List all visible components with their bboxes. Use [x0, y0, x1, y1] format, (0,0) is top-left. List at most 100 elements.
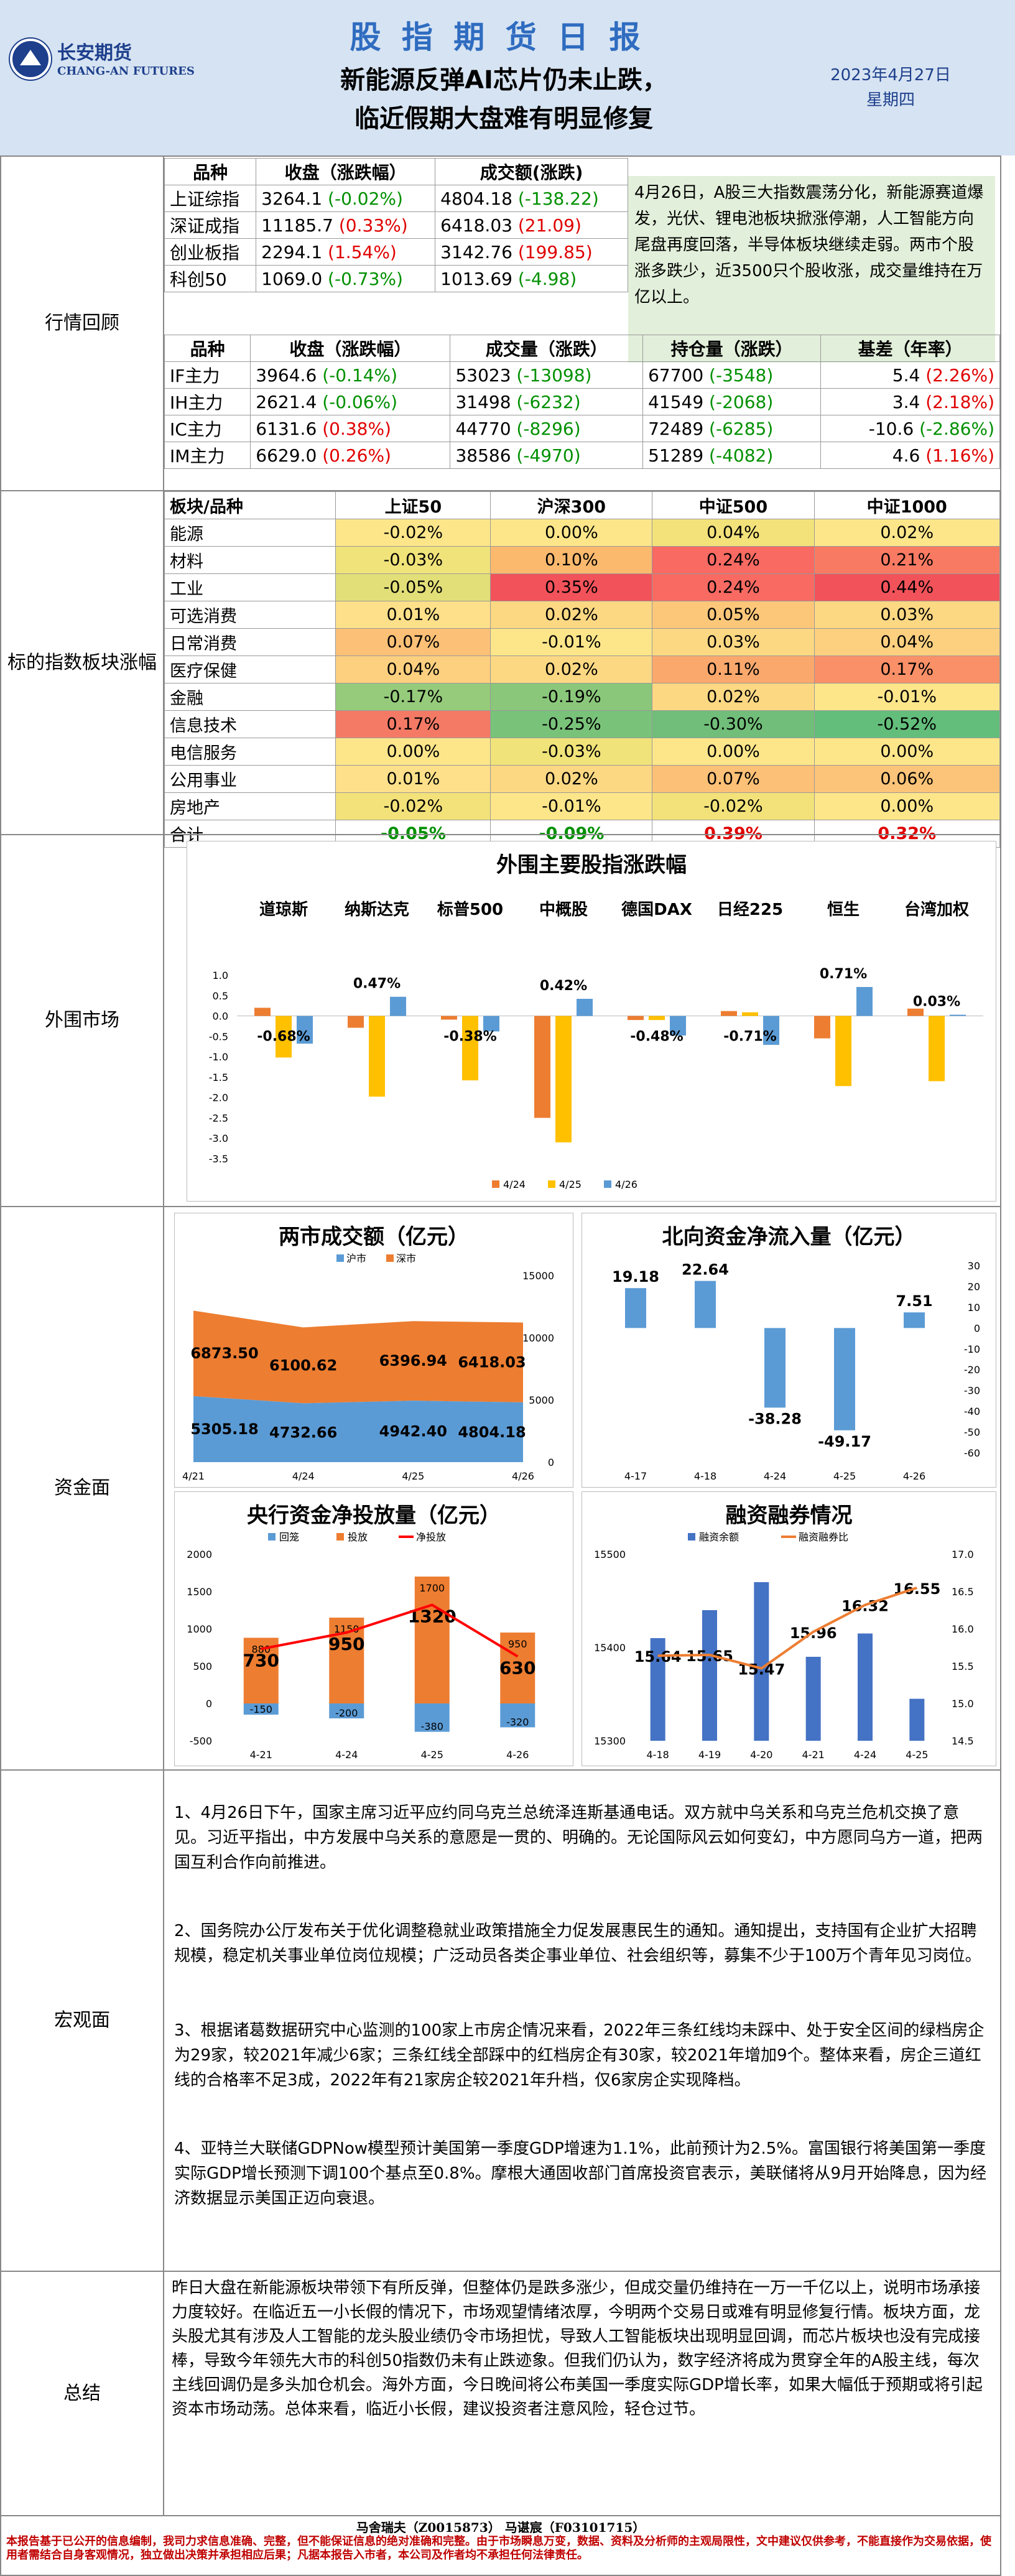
y-tick-label: -10 — [964, 1343, 980, 1355]
y-tick-label: 1000 — [187, 1623, 212, 1635]
sector-value: 0.00% — [707, 742, 760, 761]
x-tick-label: 4-24 — [854, 1749, 876, 1761]
headline-line1: 新能源反弹AI芯片仍未止跌， — [340, 66, 667, 95]
bar-withdraw — [243, 1703, 279, 1715]
sector-name: 日常消费 — [170, 634, 237, 654]
category-label: 纳斯达克 — [345, 900, 409, 919]
y-tick-label: -1.5 — [209, 1072, 228, 1083]
sector-name: 房地产 — [170, 799, 220, 818]
table-row: IM主力 6629.0 (0.26%) 38586 (-4970) 51289 … — [164, 442, 1000, 469]
section-label: 宏观面 — [1, 1771, 164, 2271]
change-pct: (0.26%) — [322, 445, 391, 466]
y-tick-label: 15.0 — [952, 1698, 974, 1710]
sector-value-cell: 0.07% — [652, 765, 815, 793]
data-label: 630 — [499, 1657, 535, 1678]
sector-value: -0.02% — [383, 797, 443, 816]
sector-value: 0.07% — [707, 769, 760, 789]
change-pct: (-0.02%) — [328, 188, 403, 209]
amount-value: 3142.76 — [440, 241, 512, 262]
sector-value-cell: 0.00% — [490, 519, 653, 547]
close-cell: 2621.4 (-0.06%) — [250, 388, 451, 415]
basis-rate: (1.16%) — [925, 445, 994, 466]
data-label: 6396.94 — [379, 1352, 447, 1369]
legend-swatch — [492, 1180, 499, 1188]
sector-value: 0.11% — [707, 660, 760, 679]
close-cell: 6629.0 (0.26%) — [250, 442, 451, 469]
bar-balance — [858, 1633, 873, 1741]
bar — [834, 1328, 855, 1430]
basis-value: 3.4 — [892, 391, 920, 412]
col-header: 中证500 — [652, 491, 815, 519]
total-value: -0.05% — [380, 824, 446, 843]
sector-value-cell: -0.01% — [490, 628, 653, 656]
sector-value-cell: 0.02% — [813, 519, 1000, 547]
data-label: -38.28 — [748, 1410, 802, 1427]
sector-value: -0.52% — [877, 715, 937, 734]
col-header: 板块/品种 — [164, 491, 336, 519]
col-header: 中证1000 — [813, 491, 1000, 519]
oi-cell: 41549 (-2068) — [642, 388, 822, 415]
legend-label: 投放 — [348, 1531, 368, 1543]
macro-paragraph: 3、根据诸葛数据研究中心监测的100家上市房企情况来看，2022年三条红线均未踩… — [174, 2021, 985, 2090]
change-pct: (-0.73%) — [328, 268, 403, 289]
volume-value: 53023 — [455, 364, 511, 386]
sector-value-cell: -0.03% — [335, 546, 491, 574]
x-tick-label: 4-25 — [906, 1749, 928, 1761]
bar-withdraw — [414, 1703, 450, 1732]
contract-name: IM主力 — [170, 446, 225, 466]
close-cell: 6131.6 (0.38%) — [250, 415, 451, 442]
close-cell: 11185.7 (0.33%) — [256, 211, 436, 239]
sector-value: -0.19% — [542, 687, 601, 707]
sector-value: 0.17% — [386, 715, 440, 734]
sector-value: 0.06% — [880, 769, 934, 789]
contract-name-cell: IF主力 — [164, 361, 251, 389]
sector-value: 0.24% — [707, 578, 760, 597]
col-header: 持仓量（涨跌） — [642, 335, 822, 362]
legend-label: 融资融券比 — [799, 1531, 848, 1543]
sector-name: 医疗保健 — [170, 662, 237, 681]
data-label: 4732.66 — [269, 1424, 337, 1442]
bar — [904, 1312, 925, 1328]
y-tick-label: 10 — [968, 1302, 980, 1313]
table-row: 公用事业 0.01% 0.02% 0.07% 0.06% — [164, 765, 1000, 793]
change-pct: (0.33%) — [338, 215, 408, 236]
chart-title: 北向资金净流入量（亿元） — [662, 1225, 916, 1249]
turnover-chart-svg: 15000 10000 5000 0 4/21 5305.18 6873.50 4/24 473… — [182, 1253, 554, 1482]
index-name: 科创50 — [170, 269, 227, 290]
data-label: 0.71% — [820, 966, 867, 982]
total-value: 0.32% — [878, 824, 937, 843]
basis-rate: (-2.86%) — [919, 418, 994, 439]
sector-value: 0.02% — [880, 523, 934, 542]
sector-name-cell: 工业 — [164, 573, 336, 601]
bar-balance — [805, 1657, 821, 1741]
table-row: 深证成指 11185.7 (0.33%) 6418.03 (21.09) — [164, 211, 628, 239]
contract-name-cell: IH主力 — [164, 388, 251, 415]
x-tick-label: 4/26 — [512, 1470, 534, 1482]
sector-value: 0.04% — [386, 660, 440, 679]
data-label: 6418.03 — [458, 1354, 526, 1371]
category-label: 日经225 — [717, 900, 783, 919]
y-tick-label: 0 — [548, 1457, 554, 1468]
data-label: 0.03% — [913, 994, 960, 1010]
basis-rate: (2.18%) — [925, 391, 994, 412]
section-label: 资金面 — [1, 1207, 164, 1769]
section-label: 标的指数板块涨幅 — [1, 491, 164, 834]
sector-value-cell: 0.11% — [652, 656, 815, 683]
oi-value: 51289 — [648, 445, 704, 466]
amount-value: 4804.18 — [440, 188, 512, 209]
y-tick-label: -500 — [190, 1735, 212, 1747]
report-weekday: 星期四 — [866, 91, 915, 109]
margin-chart-svg: 15500 15400 15300 17.0 16.5 16.0 15.5 15.0 14.5 1… — [594, 1531, 974, 1761]
sector-name: 信息技术 — [170, 716, 237, 736]
y-tick-label: -0.5 — [209, 1031, 228, 1042]
volume-cell: 44770 (-8296) — [450, 415, 644, 442]
oi-change: (-2068) — [709, 391, 774, 412]
bar-withdraw — [500, 1703, 535, 1728]
sector-value: 0.17% — [880, 660, 934, 679]
amount-change: (-4.98) — [517, 268, 577, 289]
sector-value: 0.02% — [544, 660, 598, 679]
table-row: 房地产 -0.02% -0.01% -0.02% 0.00% — [164, 792, 1000, 820]
sector-value-cell: 0.10% — [490, 546, 653, 574]
sector-name: 公用事业 — [170, 771, 237, 790]
sector-value: 0.07% — [386, 632, 440, 652]
